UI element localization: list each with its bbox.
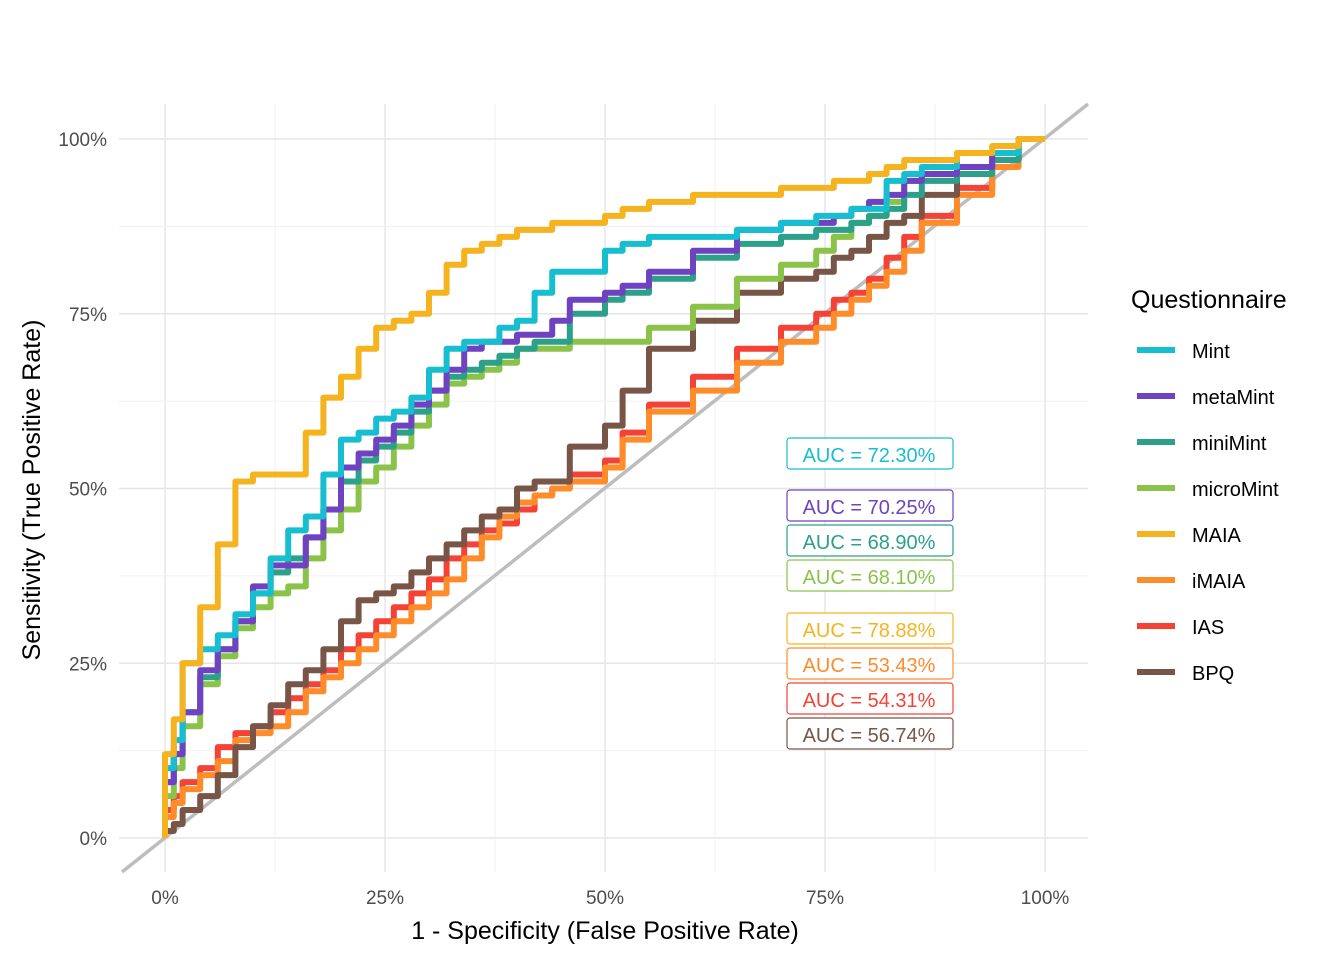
legend-label-metamint: metaMint: [1192, 387, 1275, 409]
x-tick-label: 25%: [366, 888, 404, 909]
legend-label-minimint: miniMint: [1192, 433, 1267, 455]
legend-label-imaia: iMAIA: [1192, 571, 1246, 593]
y-tick-label: 0%: [80, 829, 108, 850]
auc-label-mint: AUC = 72.30%: [803, 445, 936, 467]
x-axis-ticks: 0% 25% 50% 75% 100%: [151, 888, 1069, 909]
auc-label-imaia: AUC = 53.43%: [803, 655, 936, 677]
y-tick-label: 100%: [58, 130, 107, 151]
legend-title: Questionnaire: [1131, 286, 1287, 314]
auc-label-box: [786, 489, 954, 522]
auc-label-ias: AUC = 54.31%: [803, 690, 936, 712]
auc-label-box: [786, 647, 954, 680]
auc-labels: AUC = 72.30% AUC = 70.25% AUC = 68.90% AUC …: [786, 437, 954, 750]
legend-label-ias: IAS: [1192, 617, 1224, 639]
auc-label-box: [786, 682, 954, 715]
diagonal-reference: [120, 102, 1090, 874]
roc-curve-maia: [162, 136, 1045, 838]
auc-label-box: [786, 524, 954, 557]
legend: Questionnaire Mint metaMint miniMint microM…: [1131, 286, 1287, 685]
y-tick-label: 75%: [69, 305, 107, 326]
x-tick-label: 75%: [806, 888, 844, 909]
x-tick-label: 100%: [1021, 888, 1070, 909]
y-tick-label: 50%: [69, 480, 107, 501]
auc-label-box: [786, 612, 954, 645]
y-tick-label: 25%: [69, 654, 107, 675]
roc-curve-mint: [162, 136, 1045, 838]
x-axis-title: 1 - Specificity (False Positive Rate): [411, 917, 799, 945]
auc-label-micromint: AUC = 68.10%: [803, 567, 936, 589]
auc-label-box: [786, 437, 954, 470]
auc-label-metamint: AUC = 70.25%: [803, 497, 936, 519]
auc-label-box: [786, 559, 954, 592]
diagonal-line: [120, 102, 1090, 874]
y-axis-title: Sensitivity (True Positive Rate): [18, 320, 46, 661]
legend-label-maia: MAIA: [1192, 525, 1242, 547]
auc-label-box: [786, 717, 954, 750]
x-tick-label: 50%: [586, 888, 624, 909]
auc-label-bpq: AUC = 56.74%: [803, 725, 936, 747]
y-axis-ticks: 0% 25% 50% 75% 100%: [58, 130, 107, 850]
auc-label-minimint: AUC = 68.90%: [803, 532, 936, 554]
roc-curve-bpq: [162, 136, 1045, 838]
auc-label-maia: AUC = 78.88%: [803, 620, 936, 642]
x-tick-label: 0%: [151, 888, 179, 909]
legend-label-bpq: BPQ: [1192, 663, 1234, 685]
legend-label-mint: Mint: [1192, 341, 1230, 363]
series-layer: [162, 136, 1045, 838]
legend-label-micromint: microMint: [1192, 479, 1279, 501]
